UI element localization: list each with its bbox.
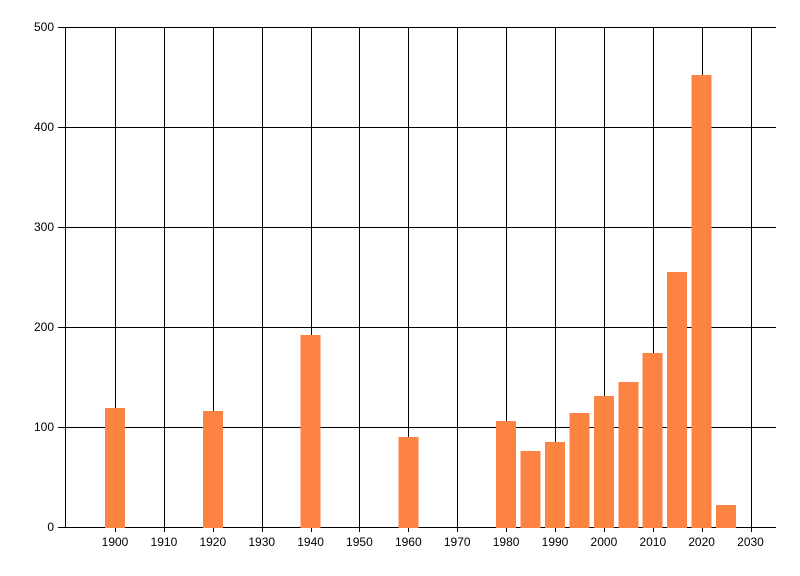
bar-1960	[398, 437, 419, 528]
bar-1940	[300, 335, 321, 528]
bar-1995	[569, 413, 590, 528]
x-axis-tick-label: 2010	[639, 535, 666, 549]
x-axis-tick-label: 2030	[737, 535, 764, 549]
x-axis-tick-label: 2000	[591, 535, 618, 549]
x-axis-tick-label: 1920	[199, 535, 226, 549]
bar-1985	[520, 451, 541, 528]
y-axis-tick-label: 500	[34, 20, 54, 34]
y-axis-tick-label: 400	[34, 120, 54, 134]
x-axis-tick-label: 1970	[444, 535, 471, 549]
bar-2025	[716, 505, 737, 528]
x-axis-tick-label: 2020	[688, 535, 715, 549]
bar-1990	[545, 442, 565, 528]
y-axis-tick-label: 0	[47, 520, 54, 534]
y-axis-tick-label: 100	[34, 420, 54, 434]
x-axis-tick-label: 1990	[542, 535, 569, 549]
x-axis-tick-label: 1950	[346, 535, 373, 549]
bar-1900	[105, 408, 125, 528]
y-axis-tick-label: 200	[34, 320, 54, 334]
bar-1920	[202, 411, 223, 528]
bar-2010	[642, 353, 663, 528]
bar-2005	[618, 382, 639, 528]
x-axis-tick-label: 1940	[297, 535, 324, 549]
x-axis-tick-label: 1910	[151, 535, 178, 549]
y-axis-tick-label: 300	[34, 220, 54, 234]
bar-2020	[691, 75, 712, 528]
x-axis-tick-label: 1960	[395, 535, 422, 549]
bar-2000	[593, 396, 614, 528]
x-axis-tick-label: 1980	[493, 535, 520, 549]
x-axis-tick-label: 1900	[102, 535, 129, 549]
bar-2015	[667, 272, 688, 528]
x-axis-tick-label: 1930	[248, 535, 275, 549]
bar-1980	[496, 421, 517, 528]
